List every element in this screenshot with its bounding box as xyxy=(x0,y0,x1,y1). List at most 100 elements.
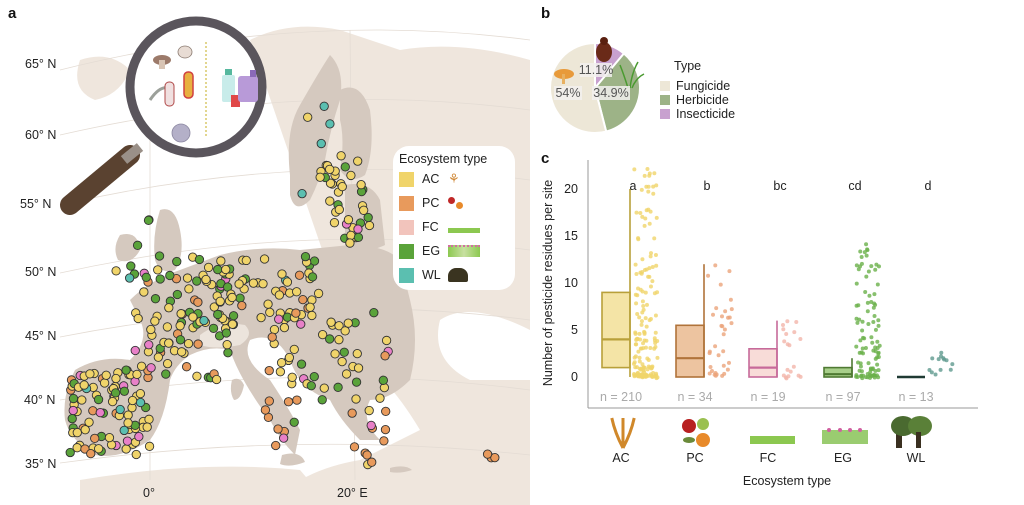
data-point xyxy=(720,324,725,329)
wheat-icon xyxy=(610,417,636,449)
data-point xyxy=(860,328,865,333)
grass-icon xyxy=(750,436,795,444)
data-point xyxy=(869,264,874,269)
data-point xyxy=(727,315,732,320)
points-pc xyxy=(706,263,734,378)
data-point xyxy=(637,315,642,320)
sampling-site-marker xyxy=(356,180,366,190)
data-point xyxy=(639,271,644,276)
pie-label-herbicide: 34.9% xyxy=(592,86,630,100)
pie-legend-title: Type xyxy=(674,59,702,73)
data-point xyxy=(864,253,869,258)
data-point xyxy=(788,369,793,374)
sampling-site-marker xyxy=(346,170,356,181)
sampling-site-marker xyxy=(77,395,87,405)
sampling-site-marker xyxy=(135,388,146,399)
lon-label-20e: 20° E xyxy=(337,486,368,500)
sampling-site-marker xyxy=(150,316,160,326)
data-point xyxy=(873,327,878,332)
sampling-site-marker xyxy=(72,427,82,438)
data-point xyxy=(641,341,646,346)
sampling-sites xyxy=(65,101,500,470)
pie-legend-item-insecticide: Insecticide xyxy=(660,107,735,121)
sampling-site-marker xyxy=(343,215,354,225)
n-label-ac: n = 210 xyxy=(600,390,642,404)
mite-icon xyxy=(177,45,193,59)
data-point xyxy=(865,300,870,305)
data-point xyxy=(634,210,639,215)
sampling-site-marker xyxy=(175,321,185,331)
data-point xyxy=(858,338,863,343)
data-point xyxy=(871,319,876,324)
sampling-site-marker xyxy=(67,414,77,424)
data-point xyxy=(652,336,657,341)
n-label-fc: n = 19 xyxy=(750,390,785,404)
sampling-site-marker xyxy=(141,272,151,282)
data-point xyxy=(721,363,726,368)
sampling-site-marker xyxy=(68,393,79,404)
sampling-site-marker xyxy=(193,297,203,307)
sampling-site-marker xyxy=(326,317,336,327)
data-point xyxy=(636,349,641,354)
data-point xyxy=(655,375,660,380)
n-label-eg: n = 97 xyxy=(825,390,860,404)
sampling-site-marker xyxy=(153,352,163,362)
sampling-site-marker xyxy=(309,256,320,266)
sampling-site-marker xyxy=(339,347,349,357)
svg-text:34.9%: 34.9% xyxy=(593,86,628,100)
sampling-site-marker xyxy=(351,377,362,387)
sampling-site-marker xyxy=(340,326,350,336)
data-point xyxy=(711,312,716,317)
x-category-label-fc: FC xyxy=(760,451,777,465)
data-point xyxy=(640,362,645,367)
sampling-site-marker xyxy=(95,407,105,418)
n-label-wl: n = 13 xyxy=(898,390,933,404)
data-point xyxy=(646,184,651,189)
data-point xyxy=(864,242,869,247)
data-point xyxy=(855,320,860,325)
data-point xyxy=(865,375,870,380)
data-point xyxy=(642,223,647,228)
sampling-site-marker xyxy=(282,277,293,287)
data-point xyxy=(856,360,861,365)
sampling-site-marker xyxy=(153,265,163,275)
sampling-site-marker xyxy=(136,361,147,371)
data-point xyxy=(647,221,652,226)
trees-icon xyxy=(891,416,932,448)
data-point xyxy=(784,376,789,381)
data-point xyxy=(873,368,878,373)
data-point xyxy=(645,367,650,372)
data-point xyxy=(869,335,874,340)
data-point xyxy=(650,279,655,284)
sampling-site-marker xyxy=(259,254,270,264)
pie-legend-item-fungicide: Fungicide xyxy=(660,79,730,93)
data-point xyxy=(865,247,870,252)
data-point xyxy=(876,368,881,373)
data-point xyxy=(648,209,653,214)
data-point xyxy=(726,360,731,365)
sampling-site-marker xyxy=(241,255,251,266)
sampling-site-marker xyxy=(334,204,344,215)
sampling-site-marker xyxy=(276,358,287,368)
data-point xyxy=(654,263,659,268)
sampling-site-marker xyxy=(334,335,344,345)
sampling-site-marker xyxy=(194,254,205,265)
significance-letter-eg: cd xyxy=(848,179,861,193)
sampling-site-marker xyxy=(104,432,115,443)
data-point xyxy=(648,346,653,351)
ecosystem-legend-title: Ecosystem type xyxy=(399,152,488,166)
sampling-site-marker xyxy=(183,338,194,349)
data-point xyxy=(950,362,955,367)
sampling-site-marker xyxy=(349,442,360,452)
grass-tuft-icon xyxy=(619,61,645,89)
data-point xyxy=(787,343,792,348)
pie-legend-swatch-fungicide xyxy=(660,81,670,91)
sampling-site-marker xyxy=(222,340,232,350)
sampling-site-marker xyxy=(162,359,173,369)
sampling-site-marker xyxy=(289,344,299,355)
data-point xyxy=(877,343,882,348)
sampling-site-marker xyxy=(119,425,129,436)
sampling-site-marker xyxy=(164,338,174,348)
data-point xyxy=(640,289,645,294)
sampling-site-marker xyxy=(289,417,299,427)
